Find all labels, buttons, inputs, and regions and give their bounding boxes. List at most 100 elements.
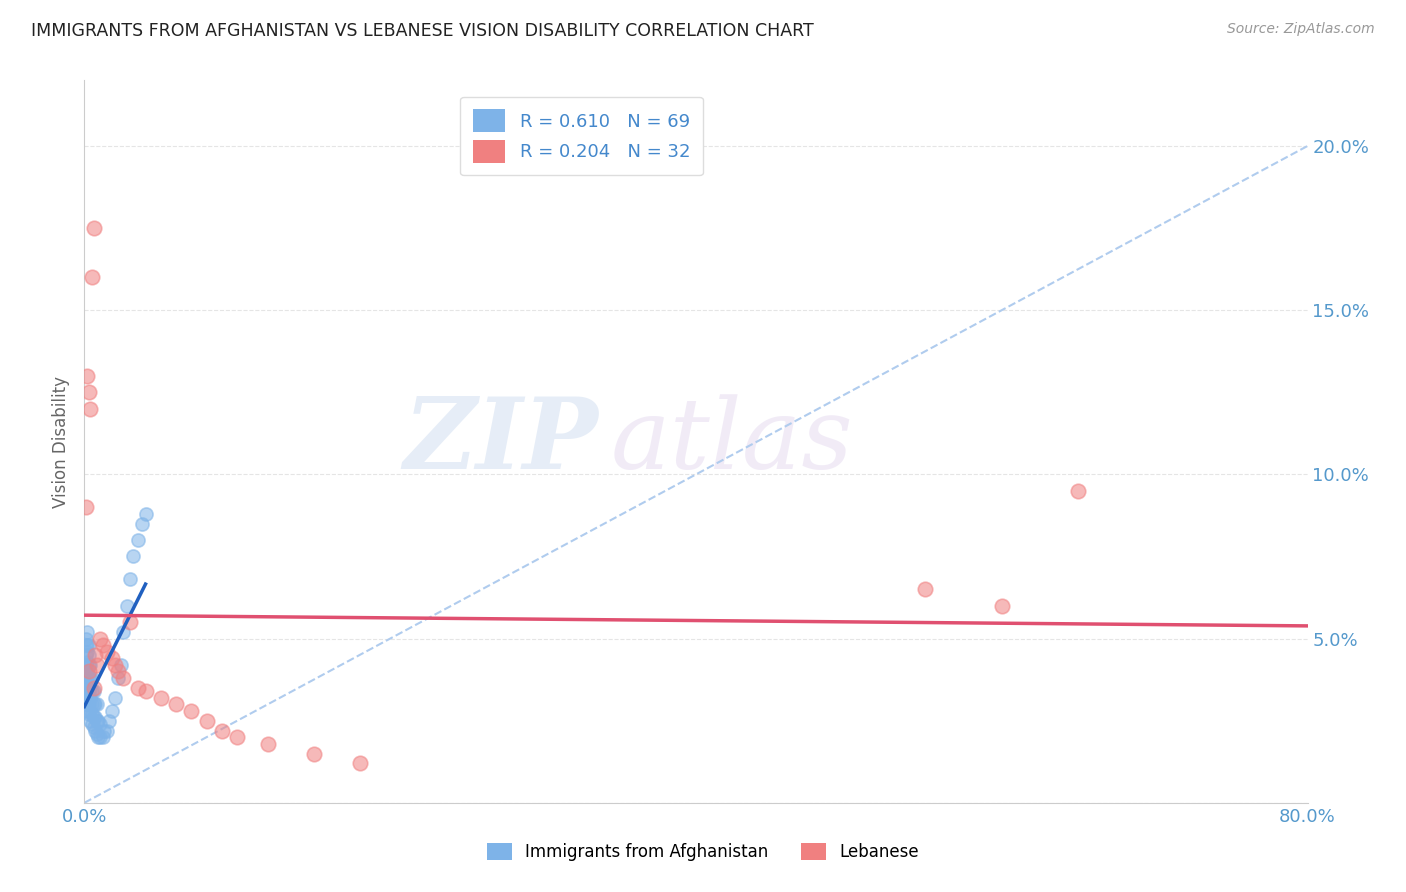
Point <box>77 677 100 691</box>
Point <box>149 690 172 705</box>
Point <box>135 507 157 521</box>
Point <box>120 615 142 630</box>
Point <box>135 684 157 698</box>
Point <box>91 730 114 744</box>
Point <box>83 698 105 712</box>
Point <box>1067 483 1090 498</box>
Point <box>84 710 107 724</box>
Point <box>77 671 100 685</box>
Point <box>76 638 98 652</box>
Point <box>79 657 101 672</box>
Point <box>80 684 103 698</box>
Point <box>75 674 97 689</box>
Point <box>97 714 120 728</box>
Point <box>122 549 145 564</box>
Point <box>127 533 149 547</box>
Point <box>79 704 101 718</box>
Point <box>104 657 127 672</box>
Point <box>120 573 142 587</box>
Point <box>77 687 100 701</box>
Y-axis label: Vision Disability: Vision Disability <box>52 376 70 508</box>
Legend: Immigrants from Afghanistan, Lebanese: Immigrants from Afghanistan, Lebanese <box>479 836 927 868</box>
Point <box>77 385 100 400</box>
Point <box>83 684 105 698</box>
Point <box>87 714 110 728</box>
Point <box>89 730 111 744</box>
Text: ZIP: ZIP <box>404 393 598 490</box>
Point <box>77 648 100 662</box>
Point <box>104 690 127 705</box>
Point <box>75 665 97 679</box>
Point <box>111 625 134 640</box>
Point <box>75 690 97 705</box>
Legend: R = 0.610   N = 69, R = 0.204   N = 32: R = 0.610 N = 69, R = 0.204 N = 32 <box>460 96 703 176</box>
Point <box>226 730 249 744</box>
Point <box>165 698 187 712</box>
Point <box>76 368 98 383</box>
Point <box>76 655 98 669</box>
Point <box>80 671 103 685</box>
Point <box>195 714 218 728</box>
Point <box>75 648 97 662</box>
Point <box>80 717 103 731</box>
Point <box>107 671 129 685</box>
Text: Source: ZipAtlas.com: Source: ZipAtlas.com <box>1227 22 1375 37</box>
Point <box>77 657 100 672</box>
Point <box>349 756 371 771</box>
Point <box>131 516 153 531</box>
Point <box>83 681 105 695</box>
Point <box>914 582 936 597</box>
Point <box>89 717 111 731</box>
Point <box>101 704 124 718</box>
Point <box>77 665 100 679</box>
Text: atlas: atlas <box>610 394 853 489</box>
Point <box>180 704 202 718</box>
Point <box>76 681 98 695</box>
Point <box>111 671 134 685</box>
Point <box>75 638 97 652</box>
Point <box>96 645 118 659</box>
Point <box>84 723 107 738</box>
Point <box>76 645 98 659</box>
Point <box>991 599 1014 613</box>
Point <box>75 681 97 695</box>
Point <box>84 698 107 712</box>
Point <box>93 723 115 738</box>
Point <box>77 698 100 712</box>
Point <box>127 681 149 695</box>
Point <box>79 690 101 705</box>
Point <box>77 707 100 722</box>
Point <box>86 698 108 712</box>
Point <box>76 698 98 712</box>
Point <box>76 704 98 718</box>
Point <box>80 698 103 712</box>
Point <box>76 665 98 679</box>
Point <box>86 714 108 728</box>
Point <box>86 657 108 672</box>
Text: IMMIGRANTS FROM AFGHANISTAN VS LEBANESE VISION DISABILITY CORRELATION CHART: IMMIGRANTS FROM AFGHANISTAN VS LEBANESE … <box>31 22 814 40</box>
Point <box>76 671 98 685</box>
Point <box>96 723 118 738</box>
Point <box>101 651 124 665</box>
Point <box>83 720 105 734</box>
Point <box>84 648 107 662</box>
Point <box>211 723 233 738</box>
Point <box>79 671 101 685</box>
Point <box>75 500 97 515</box>
Point <box>107 665 129 679</box>
Point <box>75 684 97 698</box>
Point <box>77 638 100 652</box>
Point <box>75 632 97 646</box>
Point <box>83 221 105 235</box>
Point <box>75 657 97 672</box>
Point <box>89 632 111 646</box>
Point <box>110 657 132 672</box>
Point <box>75 698 97 712</box>
Point <box>257 737 280 751</box>
Point <box>76 687 98 701</box>
Point <box>87 730 110 744</box>
Point <box>302 747 325 761</box>
Point <box>83 710 105 724</box>
Point <box>76 625 98 640</box>
Point <box>79 401 101 416</box>
